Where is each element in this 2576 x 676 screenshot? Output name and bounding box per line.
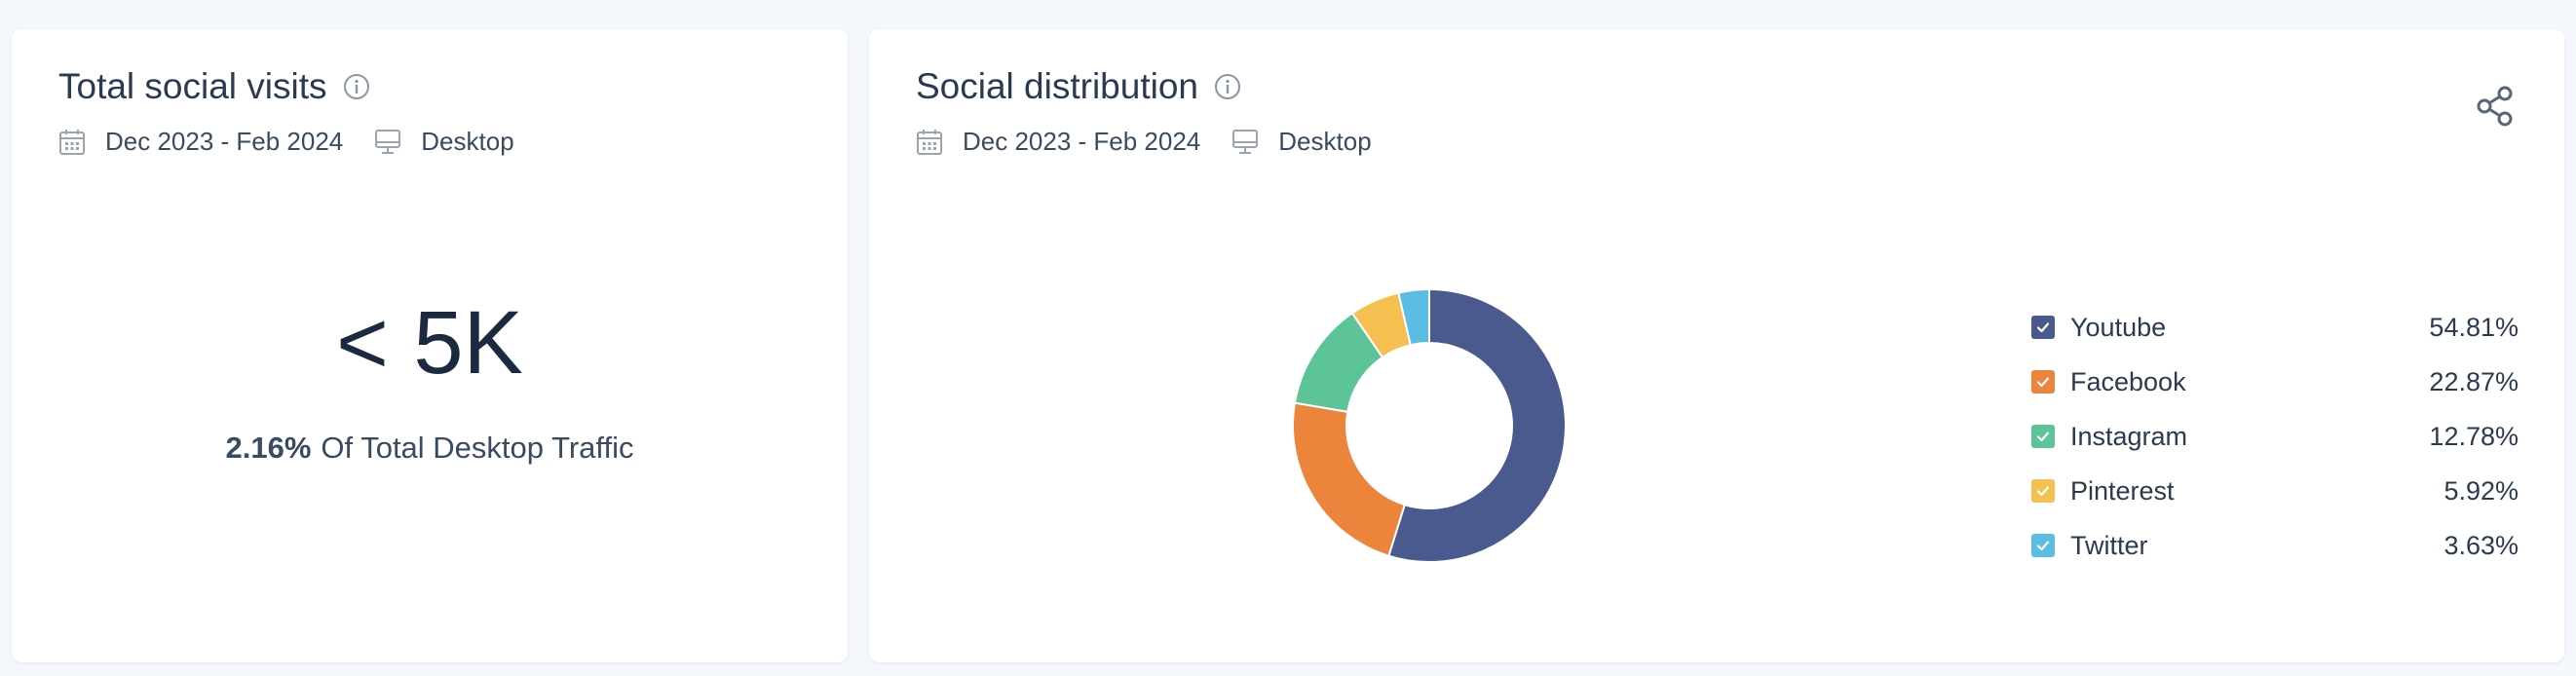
info-icon[interactable]: [343, 73, 370, 100]
checkbox-icon[interactable]: [2031, 370, 2055, 394]
info-icon[interactable]: [1214, 73, 1241, 100]
card-title: Total social visits: [58, 66, 370, 107]
legend-label: Facebook: [2070, 366, 2186, 396]
legend-value: 3.63%: [2443, 530, 2519, 560]
desktop-icon: [375, 129, 401, 154]
chart-legend: Youtube 54.81% Facebook 22.87% Instagram 12.7…: [2031, 300, 2519, 573]
card-meta: Dec 2023 - Feb 2024 Desktop: [916, 127, 1372, 157]
card-title-text: Social distribution: [916, 66, 1198, 106]
donut-slice-facebook[interactable]: [1292, 401, 1406, 557]
legend-item-twitter[interactable]: Twitter 3.63%: [2031, 518, 2519, 573]
traffic-share-line: 2.16% Of Total Desktop Traffic: [12, 431, 848, 466]
date-range: Dec 2023 - Feb 2024: [105, 127, 344, 156]
calendar-icon: [59, 129, 85, 155]
legend-label: Twitter: [2070, 530, 2148, 560]
legend-label: Instagram: [2070, 421, 2188, 451]
date-range: Dec 2023 - Feb 2024: [963, 127, 1201, 156]
legend-item-youtube[interactable]: Youtube 54.81%: [2031, 300, 2519, 355]
checkbox-icon[interactable]: [2031, 534, 2055, 557]
total-social-visits-card: Total social visits Dec 2023 - Feb 2024 …: [12, 29, 848, 662]
card-title-text: Total social visits: [58, 66, 327, 106]
legend-item-pinterest[interactable]: Pinterest 5.92%: [2031, 464, 2519, 518]
calendar-icon: [917, 129, 942, 155]
social-distribution-donut-chart: [1292, 287, 1567, 563]
traffic-share-text: Of Total Desktop Traffic: [321, 431, 634, 465]
social-distribution-card: Social distribution Dec 2023 - Feb 2024 …: [869, 29, 2564, 662]
checkbox-icon[interactable]: [2031, 425, 2055, 448]
share-icon[interactable]: [2473, 84, 2518, 129]
device-label: Desktop: [1278, 127, 1372, 156]
visits-value: < 5K: [336, 293, 523, 393]
legend-item-facebook[interactable]: Facebook 22.87%: [2031, 355, 2519, 409]
legend-item-instagram[interactable]: Instagram 12.78%: [2031, 409, 2519, 464]
legend-value: 5.92%: [2443, 475, 2519, 506]
donut-slice-youtube[interactable]: [1387, 287, 1567, 563]
desktop-icon: [1232, 129, 1259, 154]
card-title: Social distribution: [916, 66, 1241, 107]
legend-value: 12.78%: [2429, 421, 2519, 451]
device-label: Desktop: [421, 127, 514, 156]
legend-label: Youtube: [2070, 312, 2167, 342]
legend-value: 54.81%: [2429, 312, 2519, 342]
legend-value: 22.87%: [2429, 366, 2519, 396]
legend-label: Pinterest: [2070, 475, 2175, 506]
card-meta: Dec 2023 - Feb 2024 Desktop: [58, 127, 514, 157]
donut-slice-twitter[interactable]: [1397, 287, 1430, 347]
checkbox-icon[interactable]: [2031, 316, 2055, 339]
checkbox-icon[interactable]: [2031, 479, 2055, 503]
traffic-share-percent: 2.16%: [225, 431, 312, 465]
